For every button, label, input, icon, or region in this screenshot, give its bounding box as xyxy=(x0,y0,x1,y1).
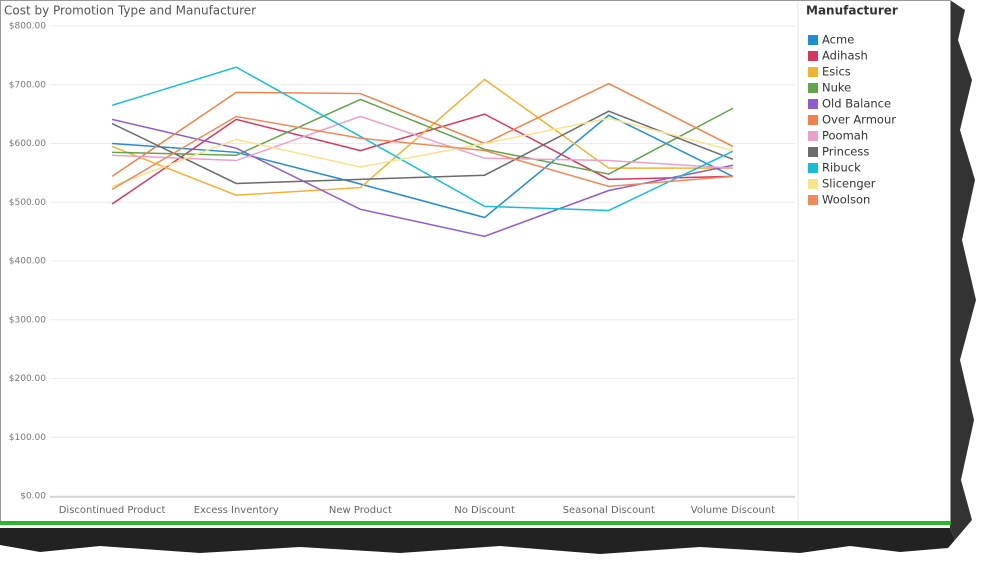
chart-title: Cost by Promotion Type and Manufacturer xyxy=(4,4,256,18)
y-tick-label: $600.00 xyxy=(9,139,46,149)
legend-swatch xyxy=(808,35,818,45)
legend-swatch xyxy=(808,51,818,61)
series-line xyxy=(111,117,734,188)
series-line xyxy=(112,114,734,219)
series-line xyxy=(111,82,734,178)
torn-shadow xyxy=(0,528,955,554)
x-tick-label: New Product xyxy=(329,505,392,516)
x-tick-label: No Discount xyxy=(454,505,515,516)
legend-label: Princess xyxy=(822,145,869,159)
y-tick-label: $700.00 xyxy=(9,80,46,90)
x-tick-label: Seasonal Discount xyxy=(563,505,655,516)
legend-swatch xyxy=(808,131,818,141)
legend-label: Poomah xyxy=(822,129,868,143)
green-bar xyxy=(0,521,951,525)
legend-swatch xyxy=(808,147,818,157)
series-line xyxy=(111,118,734,238)
legend-label: Ribuck xyxy=(822,161,861,175)
y-tick-label: $300.00 xyxy=(9,315,46,325)
legend-label: Adihash xyxy=(822,49,868,63)
series-line xyxy=(111,113,733,205)
x-tick-label: Excess Inventory xyxy=(194,505,279,516)
legend-swatch xyxy=(808,83,818,93)
series-line xyxy=(111,66,734,212)
y-tick-label: $100.00 xyxy=(9,433,46,443)
legend-swatch xyxy=(808,179,818,189)
legend-label: Acme xyxy=(822,33,854,47)
legend-swatch xyxy=(808,99,818,109)
y-tick-label: $200.00 xyxy=(9,374,46,384)
legend-label: Esics xyxy=(822,65,851,79)
series-line xyxy=(112,115,733,169)
series-line xyxy=(111,115,733,190)
torn-edge xyxy=(950,0,976,540)
legend-label: Old Balance xyxy=(822,97,891,111)
legend-swatch xyxy=(808,115,818,125)
y-tick-label: $0.00 xyxy=(20,492,46,502)
x-tick-label: Volume Discount xyxy=(691,505,775,516)
series-line xyxy=(112,98,734,175)
legend-swatch xyxy=(808,195,818,205)
y-tick-label: $400.00 xyxy=(9,257,46,267)
x-tick-label: Discontinued Product xyxy=(59,505,166,516)
legend-swatch xyxy=(808,163,818,173)
legend-title: Manufacturer xyxy=(806,4,898,18)
y-tick-label: $800.00 xyxy=(9,22,46,32)
legend-label: Woolson xyxy=(822,193,870,207)
legend-swatch xyxy=(808,67,818,77)
legend-label: Nuke xyxy=(822,81,851,95)
legend-label: Slicenger xyxy=(822,177,876,191)
series-line xyxy=(111,110,734,185)
y-tick-label: $500.00 xyxy=(9,198,46,208)
legend-label: Over Armour xyxy=(822,113,896,127)
series-line xyxy=(111,78,733,196)
